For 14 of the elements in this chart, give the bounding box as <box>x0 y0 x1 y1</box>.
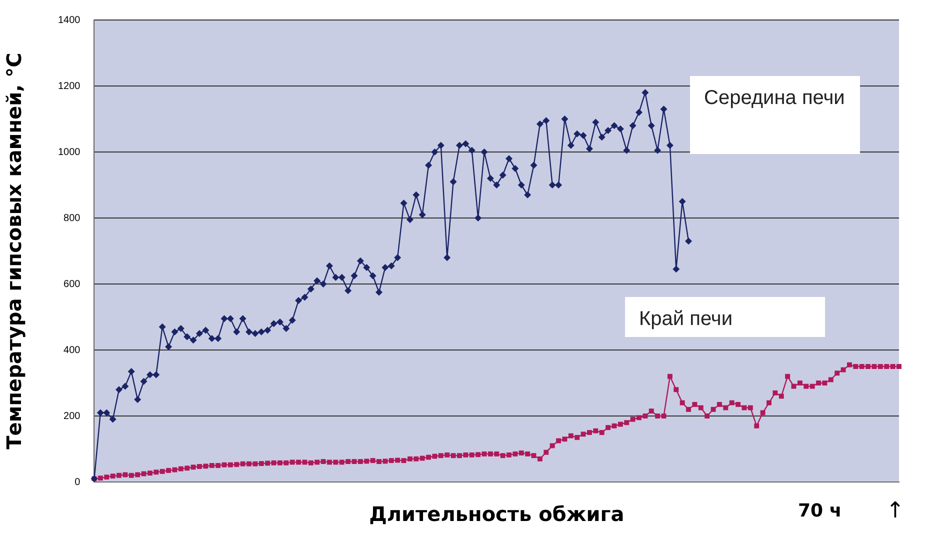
callout-box: Край печи <box>625 297 825 337</box>
y-tick-label: 1400 <box>58 14 81 26</box>
x-axis-title: Длительность обжига <box>369 502 624 526</box>
y-tick-label: 600 <box>64 278 81 290</box>
y-tick-label: 0 <box>74 476 81 488</box>
callout-box: Середина печи <box>690 76 860 154</box>
y-axis-title: Температура гипсовых камней, °C <box>2 52 26 450</box>
y-tick-label: 1200 <box>58 80 81 92</box>
text: ↑ <box>886 498 904 524</box>
y-tick-label: 200 <box>64 410 81 422</box>
y-tick-label: 400 <box>64 344 81 356</box>
text: 70 ч <box>798 500 842 522</box>
y-tick-label: 800 <box>64 212 81 224</box>
y-tick-label: 1000 <box>58 146 81 158</box>
